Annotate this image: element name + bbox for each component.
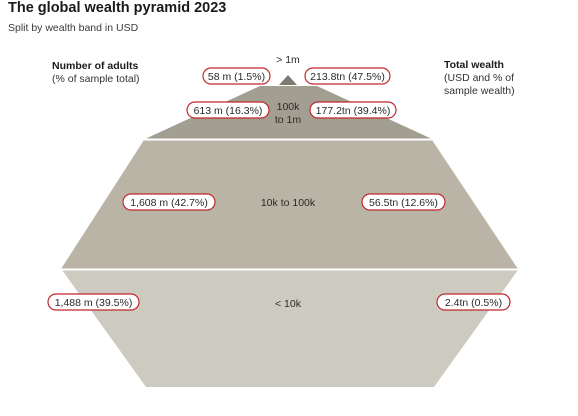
band-label-over-1m: > 1m: [276, 54, 300, 66]
wealth-label-under-10k: 2.4tn (0.5%): [436, 293, 511, 311]
wealth-value-100k-to-1m: 177.2tn (39.4%): [316, 105, 391, 117]
band-label-10k-to-100k: 10k to 100k: [261, 197, 316, 209]
adults-value-10k-to-100k: 1,608 m (42.7%): [130, 197, 208, 209]
chart-subtitle: Split by wealth band in USD: [8, 22, 139, 34]
right-heading-title: Total wealth: [444, 59, 504, 71]
band-10k-to-100k: [61, 140, 518, 269]
left-axis-heading: Number of adults (% of sample total): [52, 60, 140, 86]
adults-value-100k-to-1m: 613 m (16.3%): [194, 105, 263, 117]
wealth-value-under-10k: 2.4tn (0.5%): [445, 297, 502, 309]
right-heading-subtitle-line1: (USD and % of: [444, 72, 515, 84]
band-label-100k-to-1m-line1: 100k: [277, 101, 301, 113]
band-label-under-10k: < 10k: [275, 298, 302, 310]
left-heading-subtitle: (% of sample total): [52, 73, 140, 85]
right-heading-subtitle-line2: sample wealth): [444, 85, 515, 97]
adults-value-under-10k: 1,488 m (39.5%): [55, 297, 133, 309]
wealth-value-10k-to-100k: 56.5tn (12.6%): [369, 197, 438, 209]
wealth-label-10k-to-100k: 56.5tn (12.6%): [361, 193, 446, 211]
band-100k-to-1m: [145, 86, 432, 139]
adults-value-over-1m: 58 m (1.5%): [208, 71, 265, 83]
band-label-100k-to-1m-line2: to 1m: [275, 114, 302, 126]
wealth-label-100k-to-1m: 177.2tn (39.4%): [309, 101, 397, 119]
chart-title: The global wealth pyramid 2023: [8, 0, 227, 16]
left-heading-title: Number of adults: [52, 60, 139, 72]
wealth-value-over-1m: 213.8tn (47.5%): [310, 71, 385, 83]
adults-label-100k-to-1m: 613 m (16.3%): [186, 101, 270, 119]
band-under-10k: [62, 270, 518, 387]
adults-label-under-10k: 1,488 m (39.5%): [47, 293, 140, 311]
right-axis-heading: Total wealth (USD and % of sample wealth…: [444, 59, 554, 98]
band-over-1m: [279, 75, 297, 85]
adults-label-10k-to-100k: 1,608 m (42.7%): [122, 193, 216, 211]
wealth-label-over-1m: 213.8tn (47.5%): [304, 67, 391, 85]
adults-label-over-1m: 58 m (1.5%): [202, 67, 271, 85]
